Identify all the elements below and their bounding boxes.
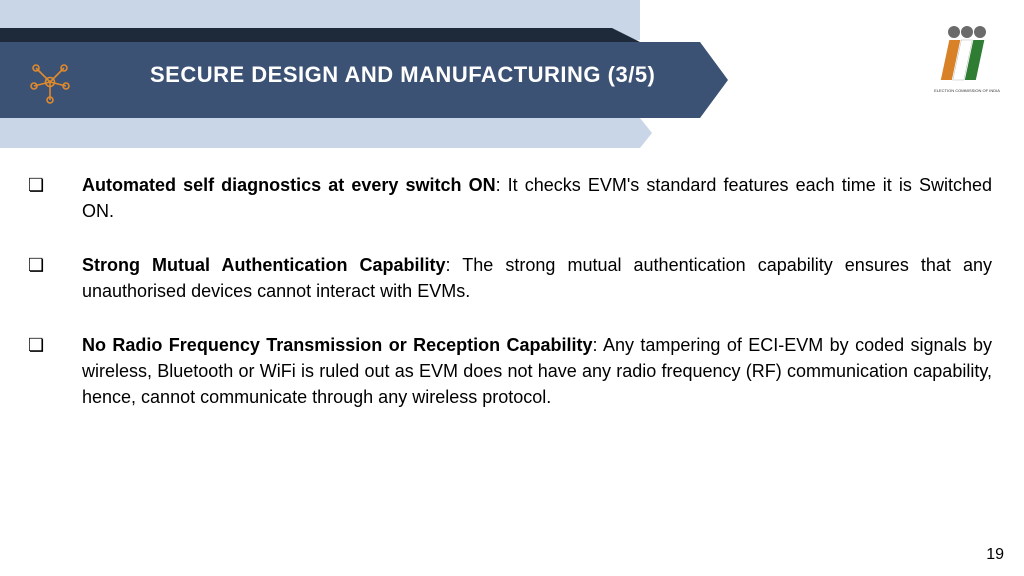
title-bar-shadow-chevron — [612, 28, 640, 42]
network-icon — [28, 60, 72, 104]
svg-text:ELECTION COMMISSION OF INDIA: ELECTION COMMISSION OF INDIA — [934, 88, 1000, 93]
eci-logo: ELECTION COMMISSION OF INDIA — [928, 18, 1006, 96]
bullet-text: No Radio Frequency Transmission or Recep… — [82, 332, 992, 410]
title-bar-chevron — [700, 42, 728, 118]
title-bar-shadow — [0, 28, 612, 42]
slide-title: SECURE DESIGN AND MANUFACTURING (3/5) — [150, 62, 655, 88]
page-number: 19 — [986, 546, 1004, 564]
below-band — [0, 118, 640, 148]
bullet-item: ❏ Automated self diagnostics at every sw… — [28, 172, 992, 224]
bullet-marker: ❏ — [28, 332, 82, 410]
below-band-chevron — [640, 118, 652, 148]
bullet-marker: ❏ — [28, 252, 82, 304]
bullet-item: ❏ No Radio Frequency Transmission or Rec… — [28, 332, 992, 410]
bullet-item: ❏ Strong Mutual Authentication Capabilit… — [28, 252, 992, 304]
bullet-text: Automated self diagnostics at every swit… — [82, 172, 992, 224]
content-area: ❏ Automated self diagnostics at every sw… — [28, 172, 992, 438]
bullet-text: Strong Mutual Authentication Capability:… — [82, 252, 992, 304]
bullet-marker: ❏ — [28, 172, 82, 224]
